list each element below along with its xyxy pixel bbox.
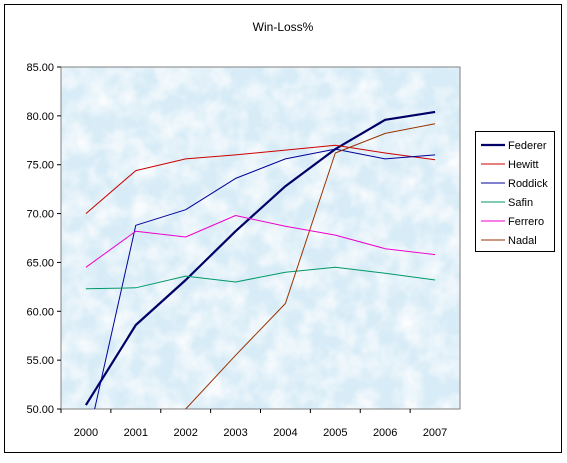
series-line-safin [85,266,436,290]
y-tick-label: 50.00 [26,404,54,416]
series-line-federer [84,110,436,406]
legend-label-federer: Federer [508,140,547,152]
legend-label-ferrero: Ferrero [508,216,544,228]
legend-label-nadal: Nadal [508,235,537,247]
series-line-nadal [185,123,436,409]
y-tick-label: 70.00 [26,209,54,221]
series-line-hewitt [85,144,436,214]
legend-box [475,131,555,252]
x-tick-label: 2004 [273,427,297,439]
x-tick-label: 2000 [74,427,98,439]
plot-background [61,67,460,409]
y-tick-label: 75.00 [26,160,54,172]
chart-title: Win-Loss% [253,20,314,34]
series-line-ferrero [85,215,436,268]
legend-label-roddick: Roddick [508,178,548,190]
y-tick-label: 65.00 [26,257,54,269]
legend: Federer Hewitt Roddick Safin Ferrero Nadal [475,131,555,252]
x-tick-label: 2006 [373,427,397,439]
x-tick-label: 2007 [423,427,447,439]
y-tick-label: 80.00 [26,111,54,123]
legend-label-hewitt: Hewitt [508,159,539,171]
x-tick-label: 2001 [124,427,148,439]
x-tick-label: 2002 [173,427,197,439]
plot-area [60,66,461,410]
x-tick-label: 2005 [323,427,347,439]
series-line-roddick [94,148,436,409]
legend-label-safin: Safin [508,197,533,209]
axes: 85.00 80.00 75.00 70.00 65.00 60.00 55.00 50.00… [26,62,447,439]
series-layer [84,110,436,409]
y-tick-label: 55.00 [26,355,54,367]
y-tick-label: 60.00 [26,306,54,318]
y-tick-label: 85.00 [26,62,54,74]
x-tick-label: 2003 [223,427,247,439]
